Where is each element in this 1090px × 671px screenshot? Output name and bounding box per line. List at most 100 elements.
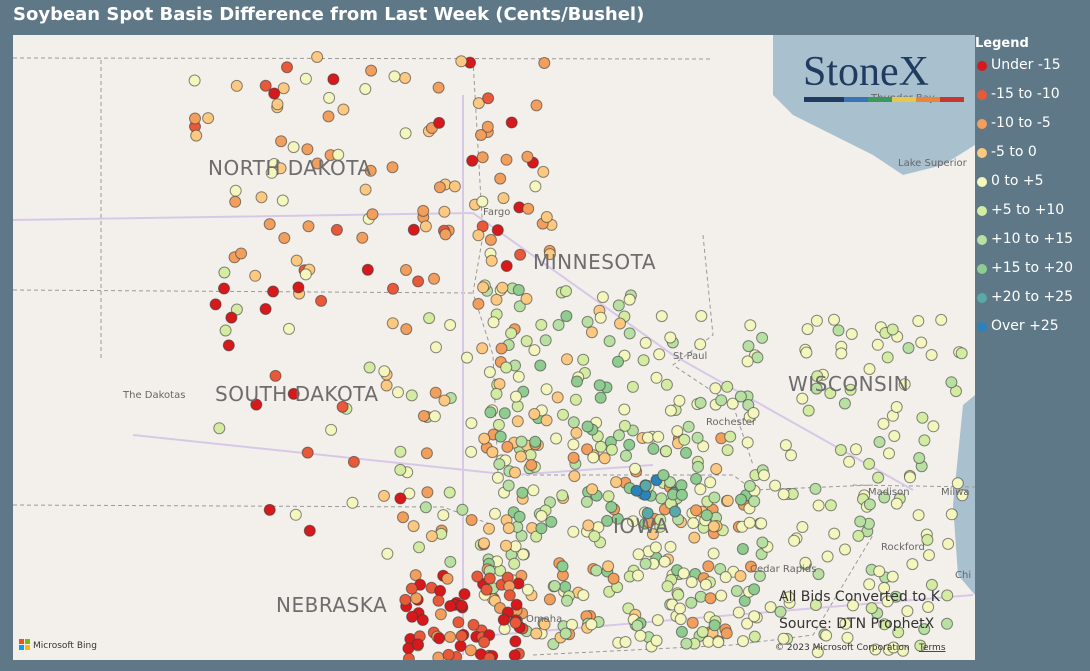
- site-dot: [935, 313, 948, 326]
- site-dot: [514, 450, 527, 463]
- site-dot: [420, 447, 433, 460]
- legend-item: -15 to -10: [975, 86, 1090, 115]
- site-dot: [623, 293, 636, 306]
- legend-label: -15 to -10: [991, 86, 1060, 102]
- site-dot: [299, 268, 312, 281]
- site-dot: [906, 558, 919, 571]
- site-dot: [302, 220, 315, 233]
- site-dot: [538, 618, 551, 631]
- site-dot: [560, 310, 573, 323]
- site-dot: [472, 229, 485, 242]
- site-dot: [744, 319, 757, 332]
- site-dot: [512, 370, 525, 383]
- site-dot: [529, 435, 542, 448]
- site-dot: [218, 282, 230, 295]
- site-dot: [500, 361, 513, 374]
- site-dot: [402, 652, 415, 660]
- site-dot: [605, 501, 618, 513]
- site-dot: [888, 430, 901, 442]
- legend-label: Over +25: [991, 318, 1059, 334]
- site-dot: [259, 303, 272, 315]
- site-dot: [452, 616, 465, 629]
- site-dot: [412, 275, 425, 288]
- site-dot: [691, 431, 704, 444]
- site-dot: [438, 205, 451, 218]
- legend-swatch: [977, 235, 987, 245]
- site-dot: [887, 641, 900, 654]
- site-dot: [263, 218, 276, 231]
- site-dot: [437, 509, 450, 522]
- site-dot: [494, 172, 507, 185]
- site-dot: [311, 157, 324, 170]
- site-dot: [951, 477, 964, 490]
- site-dot: [455, 55, 468, 68]
- site-dot: [603, 335, 616, 348]
- site-dot: [275, 135, 288, 148]
- site-dot: [677, 567, 690, 580]
- site-dot: [416, 614, 429, 626]
- site-dot: [356, 231, 369, 244]
- site-dot: [881, 595, 894, 608]
- site-dot: [230, 303, 243, 316]
- site-dot: [629, 462, 642, 475]
- site-dot: [651, 614, 664, 627]
- site-dot: [480, 583, 493, 596]
- site-dot: [477, 281, 490, 294]
- site-dot: [301, 143, 314, 156]
- site-dot: [820, 629, 833, 642]
- terms-link[interactable]: Terms: [918, 643, 946, 653]
- site-dot: [498, 407, 511, 420]
- site-dot: [287, 387, 300, 400]
- site-dot: [646, 528, 659, 541]
- site-dot: [809, 599, 822, 611]
- site-dot: [674, 613, 687, 626]
- site-dot: [726, 397, 739, 410]
- site-dot: [255, 191, 268, 204]
- site-dot: [756, 536, 769, 549]
- site-dot: [942, 537, 955, 550]
- site-dot: [476, 151, 489, 164]
- site-dot: [619, 636, 632, 648]
- site-dot: [500, 539, 512, 552]
- site-dot: [443, 486, 456, 499]
- site-dot: [417, 204, 430, 217]
- site-dot: [721, 494, 734, 507]
- bing-icon: [19, 645, 24, 650]
- legend-swatch: [977, 264, 987, 274]
- site-dot: [650, 634, 663, 647]
- site-dot: [397, 511, 409, 524]
- site-dot: [413, 541, 425, 554]
- site-dot: [702, 560, 715, 573]
- site-dot: [736, 543, 749, 555]
- site-dot: [898, 378, 911, 391]
- site-dot: [537, 165, 550, 178]
- site-dot: [472, 97, 485, 110]
- site-dot: [719, 571, 732, 584]
- site-dot: [699, 578, 712, 591]
- site-dot: [432, 81, 445, 94]
- site-dot: [914, 639, 927, 652]
- site-dot: [292, 281, 305, 294]
- site-dot: [745, 560, 757, 573]
- site-dot: [476, 342, 489, 355]
- site-dot: [673, 394, 686, 407]
- border: [672, 234, 754, 466]
- site-dot: [249, 269, 262, 282]
- site-dot: [873, 436, 886, 448]
- site-dot: [585, 326, 598, 339]
- site-dot: [520, 335, 533, 348]
- site-dot: [464, 644, 477, 657]
- site-dot: [491, 224, 504, 237]
- site-dot: [672, 588, 685, 601]
- logo: StoneX: [803, 49, 964, 102]
- site-dot: [364, 164, 377, 177]
- site-dot: [812, 499, 825, 512]
- site-dot: [387, 282, 399, 295]
- site-dot: [202, 112, 215, 125]
- site-dot: [433, 116, 446, 129]
- site-dot: [478, 636, 491, 649]
- map-background: [13, 35, 975, 660]
- site-dot: [902, 342, 915, 354]
- site-dot: [852, 529, 865, 542]
- site-dot: [912, 315, 925, 327]
